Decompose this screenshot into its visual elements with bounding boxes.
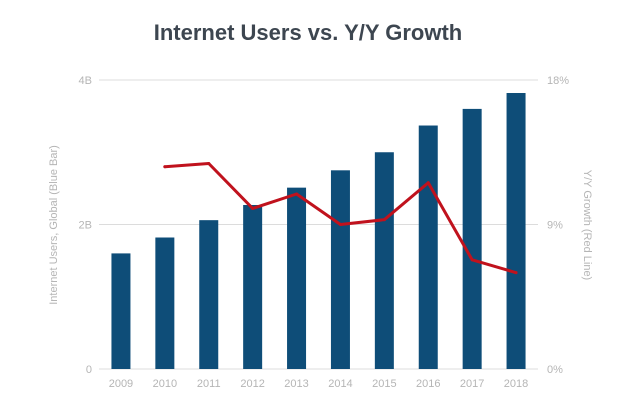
growth-point-2015 xyxy=(382,218,386,222)
bar-2016 xyxy=(418,125,438,369)
bar-series xyxy=(111,93,526,370)
growth-point-2013 xyxy=(295,192,299,196)
left-axis-label: Internet Users, Global (Blue Bar) xyxy=(48,145,60,305)
growth-point-2011 xyxy=(207,161,211,165)
growth-point-2016 xyxy=(426,181,430,185)
growth-point-2017 xyxy=(470,258,474,262)
left-axis-ticks: 0 2B 4B xyxy=(79,75,92,376)
x-tick-label-2009: 2009 xyxy=(109,378,133,390)
left-tick-label-0: 0 xyxy=(86,364,92,376)
bar-2013 xyxy=(287,187,307,369)
left-tick-label-1: 2B xyxy=(79,220,92,232)
bar-2011 xyxy=(199,220,219,369)
bar-2012 xyxy=(243,204,263,369)
bar-2018 xyxy=(506,93,526,369)
right-tick-label-0: 0% xyxy=(547,364,563,376)
bar-2017 xyxy=(462,108,482,370)
right-axis-label: Y/Y Growth (Red Line) xyxy=(581,170,593,280)
x-tick-label-2018: 2018 xyxy=(504,378,528,390)
bar-2015 xyxy=(374,152,394,369)
x-tick-label-2015: 2015 xyxy=(372,378,396,390)
x-tick-label-2016: 2016 xyxy=(416,378,440,390)
bar-2009 xyxy=(111,253,131,369)
line-series xyxy=(163,161,518,275)
x-tick-label-2012: 2012 xyxy=(240,378,264,390)
x-tick-label-2014: 2014 xyxy=(328,378,352,390)
x-tick-label-2017: 2017 xyxy=(460,378,484,390)
x-tick-label-2011: 2011 xyxy=(197,378,221,390)
x-tick-label-2013: 2013 xyxy=(284,378,308,390)
right-tick-label-1: 9% xyxy=(547,220,563,232)
growth-point-2012 xyxy=(251,206,255,210)
growth-point-2010 xyxy=(163,165,167,169)
growth-point-2018 xyxy=(514,271,518,275)
bar-2014 xyxy=(330,170,350,369)
right-axis-ticks: 0% 9% 18% xyxy=(547,75,569,376)
chart-title: Internet Users vs. Y/Y Growth xyxy=(154,20,463,45)
left-tick-label-2: 4B xyxy=(79,75,92,87)
bar-2010 xyxy=(155,237,175,369)
x-tick-label-2010: 2010 xyxy=(153,378,177,390)
x-axis-ticks: 2009 2010 2011 2012 2013 2014 2015 2016 2017 2018 xyxy=(109,378,529,390)
right-tick-label-2: 18% xyxy=(547,75,569,87)
growth-point-2014 xyxy=(338,223,342,226)
